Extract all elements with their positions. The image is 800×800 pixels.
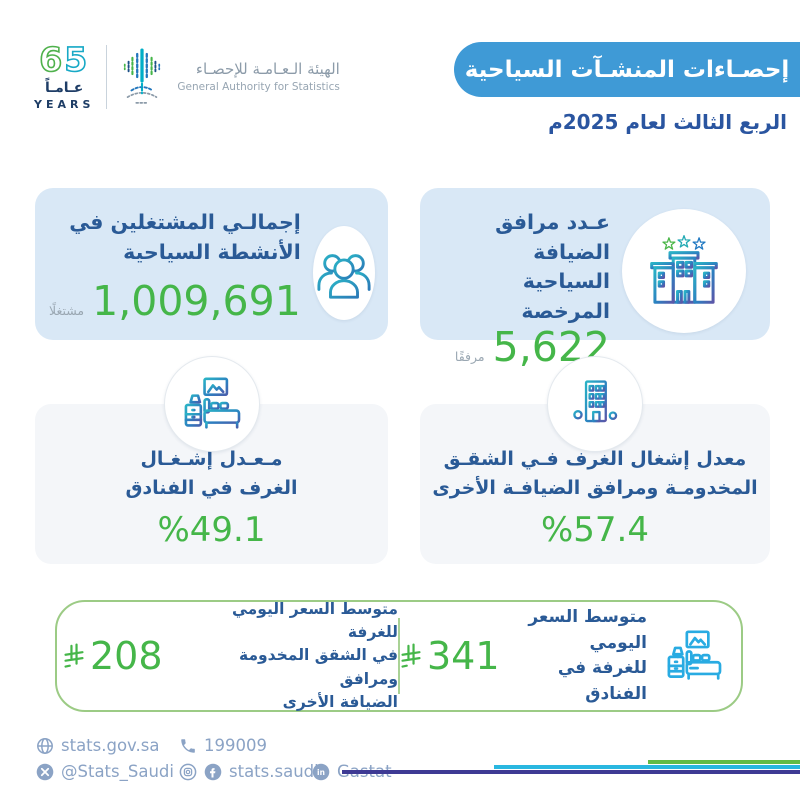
decorative-line-cyan <box>494 765 800 769</box>
facilities-card-title: عـدد مرافق الضيافة السياحية المرخصة <box>495 210 610 324</box>
apartments-price-label: متوسط السعر اليومي للغرفة في الشقق المخد… <box>231 599 398 711</box>
bed-icon <box>163 356 260 452</box>
anniversary-arabic: عـامـاً <box>45 80 84 96</box>
apartment-occupancy-title: معدل إشغال الغرف فـي الشقـق المخدومـة وم… <box>432 448 758 499</box>
apartment-occupancy-value: %57.4 <box>540 510 649 550</box>
anniversary-english: YEARS <box>34 98 95 111</box>
daily-price-banner: 208 متوسط السعر اليومي للغرفة في الشقق ا… <box>55 600 743 712</box>
page-title: إحصـاءات المنشـآت السياحية <box>464 56 790 83</box>
gastat-palm-logo-icon <box>124 48 161 104</box>
apartment-occupancy-card: معدل إشغال الغرف فـي الشقـق المخدومـة وم… <box>420 356 770 564</box>
social-handle[interactable]: stats.saudi <box>179 762 319 781</box>
bed-icon <box>667 630 722 680</box>
twitter-handle[interactable]: @Stats_Saudi <box>36 762 179 781</box>
workers-value: مشتغلًا 1,009,691 <box>49 277 301 325</box>
linkedin-icon: in <box>312 763 330 780</box>
period-subtitle: الربع الثالث لعام 2025م <box>548 110 787 134</box>
decorative-line-green <box>648 760 800 764</box>
apartments-price-section: 208 متوسط السعر اليومي للغرفة في الشقق ا… <box>57 600 398 711</box>
x-twitter-icon <box>36 763 54 780</box>
instagram-icon <box>179 763 197 780</box>
authority-name: الهيئة الـعـامـة للإحصـاء General Author… <box>177 60 339 94</box>
phone-number[interactable]: 199009 <box>179 736 267 755</box>
header-logos: 65 عـامـاً YEARS الهيئة ال <box>34 34 340 120</box>
anniversary-number: 65 <box>38 40 90 79</box>
workers-card-title: إجمالـي المشتغلين في الأنشطة السياحية <box>69 210 301 264</box>
hotel-stars-icon <box>622 209 746 333</box>
phone-icon <box>181 738 195 753</box>
globe-icon <box>37 737 53 754</box>
people-icon <box>312 226 375 320</box>
workers-card: إجمالـي المشتغلين في الأنشطة السياحية مش… <box>35 188 388 340</box>
anniversary-65-logo: 65 عـامـاً YEARS <box>34 40 95 111</box>
decorative-line-indigo <box>342 770 800 774</box>
authority-name-arabic: الهيئة الـعـامـة للإحصـاء <box>195 60 340 79</box>
footer-contacts: stats.gov.sa 199009 @Stats_Saudi <box>36 736 392 788</box>
hotel-occupancy-title: مـعـدل إشـغـال الغرف في الفنادق <box>125 448 298 499</box>
hotel-occupancy-value: %49.1 <box>157 510 266 550</box>
saudi-riyal-symbol <box>401 643 421 668</box>
authority-name-english: General Authority for Statistics <box>177 80 340 93</box>
saudi-riyal-symbol <box>64 643 84 668</box>
hotels-price-value: 341 <box>400 637 500 675</box>
svg-text:in: in <box>317 767 325 776</box>
website-link[interactable]: stats.gov.sa <box>36 736 179 755</box>
building-icon <box>547 356 643 452</box>
facebook-icon <box>204 763 222 780</box>
apartments-price-value: 208 <box>63 637 163 675</box>
logo-divider <box>106 45 108 109</box>
hotels-price-label: متوسط السعر اليومي للغرفة في الفنادق <box>528 607 647 704</box>
price-banner-divider <box>397 618 400 694</box>
facilities-card: عـدد مرافق الضيافة السياحية المرخصة مرفق… <box>420 188 770 367</box>
hotels-price-section: 341 متوسط السعر اليومي للغرفة في الفنادق <box>400 602 741 710</box>
hotel-occupancy-card: مـعـدل إشـغـال الغرف في الفنادق %49.1 <box>35 356 388 564</box>
title-banner: إحصـاءات المنشـآت السياحية <box>454 42 800 97</box>
